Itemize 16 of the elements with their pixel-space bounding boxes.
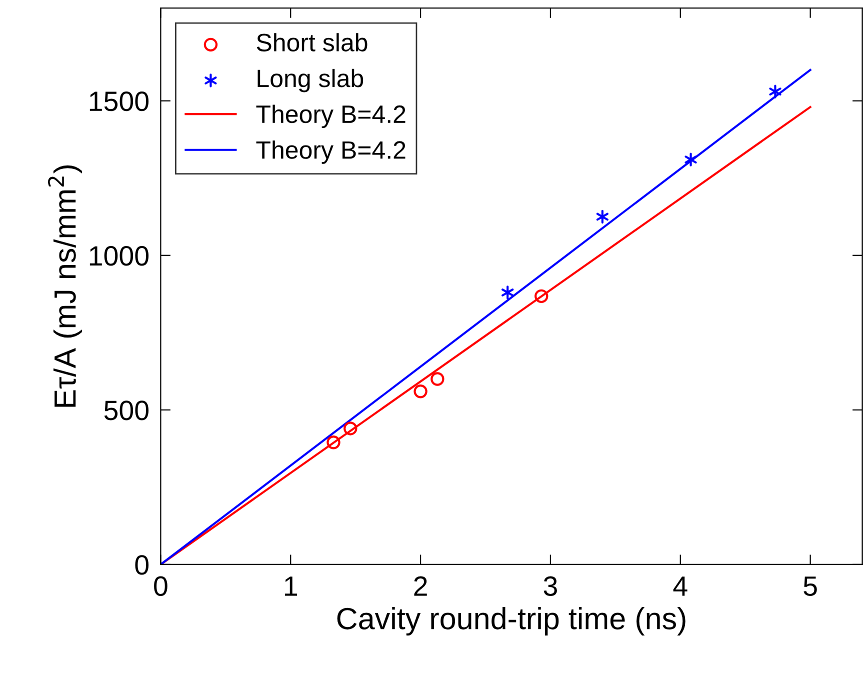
y-tick-label: 1000 (90, 246, 149, 266)
x-tick-label: 1 (285, 576, 297, 596)
x-tick-label: 0 (154, 576, 168, 596)
x-tick-label: 3 (544, 576, 557, 596)
legend-label: Theory B=4.2 (256, 104, 406, 128)
y-axis-title: Eτ/A (mJ ns/mm$^{2}$) (48, 165, 82, 407)
legend-label: Theory B=4.2 (256, 140, 406, 164)
legend-label: Short slab (256, 33, 368, 52)
y-tick-label: 1500 (90, 92, 149, 112)
x-tick-label: 2 (414, 576, 427, 596)
x-tick-label: 4 (673, 576, 688, 596)
x-axis-title: Cavity round-trip time (ns) (337, 607, 686, 636)
legend-label: Long slab (258, 68, 364, 92)
y-tick-label: 500 (104, 400, 149, 420)
x-tick-label: 5 (804, 576, 817, 596)
y-tick-label: 0 (135, 555, 149, 575)
